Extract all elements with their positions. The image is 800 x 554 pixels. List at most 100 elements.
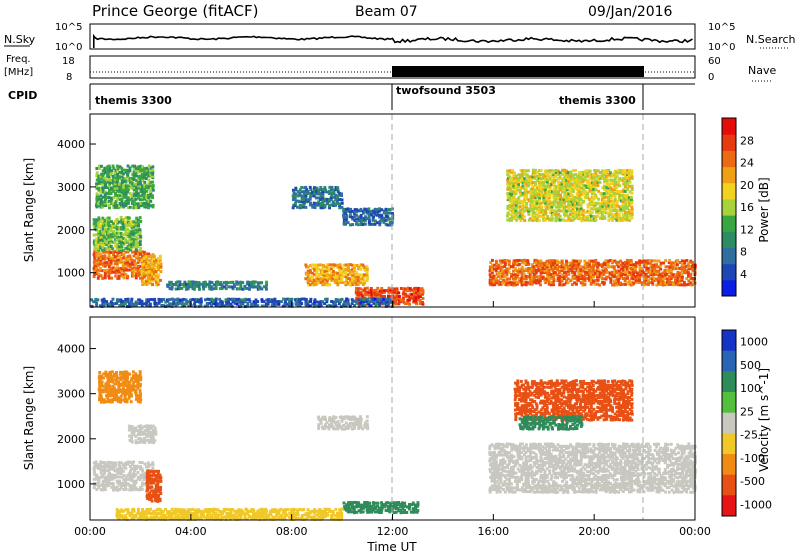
range-gate-cell bbox=[580, 210, 583, 214]
range-gate-cell bbox=[115, 388, 119, 392]
range-gate-cell bbox=[603, 176, 607, 180]
range-gate-cell bbox=[335, 263, 339, 267]
range-gate-cell bbox=[607, 198, 610, 202]
range-gate-cell bbox=[361, 265, 365, 269]
range-gate-cell bbox=[126, 300, 129, 304]
range-gate-cell bbox=[95, 171, 99, 175]
range-gate-cell bbox=[666, 280, 669, 284]
range-gate-cell bbox=[225, 302, 229, 306]
range-gate-cell bbox=[142, 250, 146, 254]
range-gate-cell bbox=[643, 273, 647, 277]
range-gate-cell bbox=[367, 221, 371, 225]
range-gate-cell bbox=[98, 392, 102, 396]
range-gate-cell bbox=[655, 259, 659, 263]
range-gate-cell bbox=[582, 279, 585, 283]
range-gate-cell bbox=[507, 281, 511, 285]
range-gate-cell bbox=[237, 281, 241, 285]
range-gate-cell bbox=[609, 208, 613, 212]
range-gate-cell bbox=[126, 174, 130, 178]
range-gate-cell bbox=[585, 186, 589, 189]
range-gate-cell bbox=[101, 195, 105, 199]
range-gate-cell bbox=[616, 182, 620, 186]
range-gate-cell bbox=[551, 269, 555, 273]
range-gate-cell bbox=[625, 169, 629, 172]
range-gate-cell bbox=[210, 287, 213, 291]
range-gate-cell bbox=[638, 265, 642, 269]
range-gate-cell bbox=[193, 280, 197, 284]
range-gate-cell bbox=[388, 208, 392, 212]
scatter-region bbox=[342, 207, 395, 227]
range-gate-cell bbox=[101, 481, 105, 485]
range-gate-cell bbox=[98, 371, 102, 374]
range-gate-cell bbox=[284, 300, 287, 304]
range-gate-cell bbox=[153, 264, 157, 268]
range-gate-cell bbox=[306, 302, 310, 306]
range-gate-cell bbox=[546, 178, 549, 182]
range-gate-cell bbox=[107, 467, 111, 471]
range-gate-cell bbox=[632, 273, 635, 277]
range-gate-cell bbox=[566, 178, 570, 182]
range-gate-cell bbox=[321, 300, 324, 304]
range-gate-cell bbox=[593, 271, 597, 275]
range-gate-cell bbox=[621, 195, 625, 199]
range-gate-cell bbox=[117, 247, 121, 251]
range-gate-cell bbox=[346, 298, 350, 302]
range-gate-cell bbox=[548, 203, 552, 207]
range-gate-cell bbox=[105, 178, 109, 182]
range-gate-cell bbox=[518, 211, 522, 215]
range-gate-cell bbox=[412, 297, 416, 301]
range-gate-cell bbox=[140, 426, 144, 430]
range-gate-cell bbox=[628, 176, 632, 180]
range-gate-cell bbox=[678, 266, 682, 270]
range-gate-cell bbox=[514, 214, 518, 218]
range-gate-cell bbox=[100, 182, 104, 186]
range-gate-cell bbox=[131, 182, 135, 186]
range-gate-cell bbox=[511, 265, 515, 269]
range-gate-cell bbox=[617, 214, 621, 218]
range-gate-cell bbox=[354, 277, 358, 281]
range-gate-cell bbox=[342, 221, 346, 225]
range-gate-cell bbox=[99, 180, 103, 184]
range-gate-cell bbox=[532, 265, 536, 269]
range-gate-cell bbox=[356, 301, 360, 305]
range-gate-cell bbox=[154, 478, 158, 482]
range-gate-cell bbox=[636, 274, 640, 278]
range-gate-cell bbox=[657, 277, 661, 281]
range-gate-cell bbox=[508, 175, 512, 179]
range-gate-cell bbox=[97, 388, 101, 392]
range-gate-cell bbox=[359, 215, 363, 219]
range-gate-cell bbox=[132, 229, 136, 233]
range-gate-cell bbox=[538, 198, 541, 201]
range-gate-cell bbox=[115, 396, 119, 400]
range-gate-cell bbox=[617, 269, 621, 273]
range-gate-cell bbox=[124, 463, 127, 467]
range-gate-cell bbox=[132, 430, 136, 434]
range-gate-cell bbox=[562, 205, 566, 208]
range-gate-cell bbox=[154, 277, 158, 281]
range-gate-cell bbox=[333, 196, 337, 199]
range-gate-cell bbox=[617, 276, 621, 280]
range-gate-cell bbox=[645, 282, 649, 286]
range-gate-cell bbox=[336, 188, 340, 192]
range-gate-cell bbox=[132, 427, 136, 431]
range-gate-cell bbox=[510, 283, 514, 287]
range-gate-cell bbox=[610, 270, 614, 274]
range-gate-cell bbox=[542, 212, 545, 216]
range-gate-cell bbox=[550, 259, 554, 263]
range-gate-cell bbox=[115, 374, 119, 378]
range-gate-cell bbox=[94, 297, 98, 301]
range-gate-cell bbox=[617, 212, 621, 216]
range-gate-cell bbox=[119, 259, 123, 262]
range-gate-cell bbox=[619, 271, 623, 275]
range-gate-cell bbox=[108, 188, 111, 192]
range-gate-cell bbox=[365, 265, 369, 269]
range-gate-cell bbox=[527, 190, 530, 194]
range-gate-cell bbox=[512, 173, 516, 177]
range-gate-cell bbox=[611, 188, 615, 191]
range-gate-cell bbox=[126, 224, 130, 228]
range-gate-cell bbox=[139, 190, 143, 194]
range-gate-cell bbox=[334, 275, 337, 279]
range-gate-cell bbox=[126, 268, 129, 272]
range-gate-cell bbox=[363, 281, 367, 285]
range-gate-cell bbox=[372, 299, 376, 303]
